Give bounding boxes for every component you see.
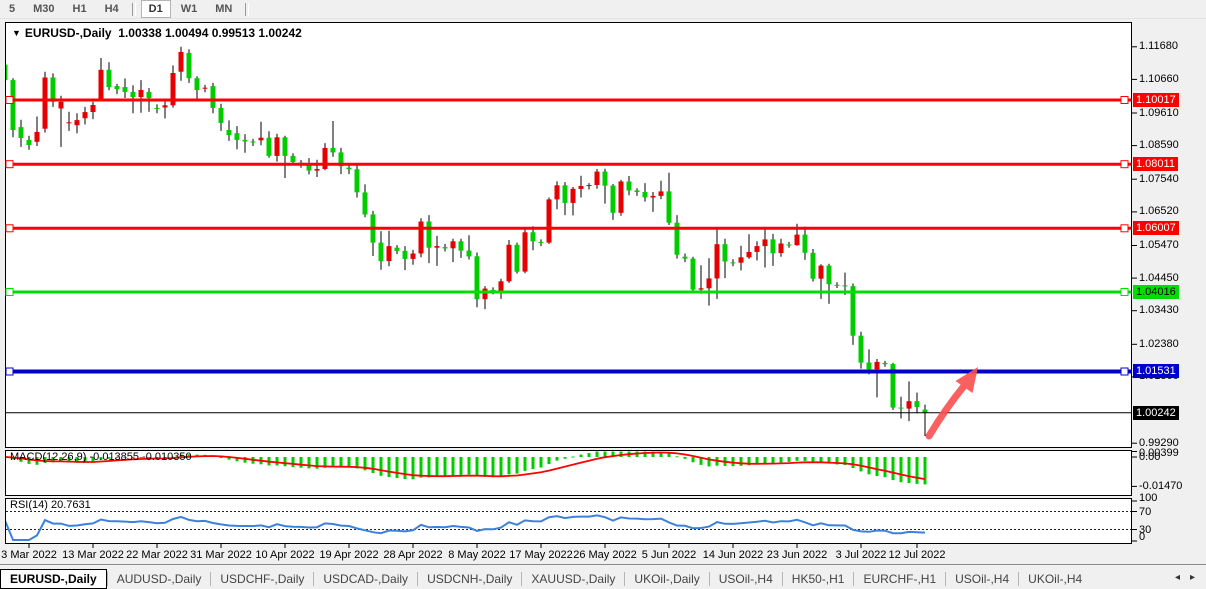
- tab-separator: [313, 572, 315, 586]
- tab-audusd-daily[interactable]: AUDUSD-,Daily: [116, 572, 202, 586]
- timeframe-button-H1[interactable]: H1: [72, 3, 87, 15]
- date-axis-label: 28 Apr 2022: [383, 549, 443, 561]
- tab-usdchf-daily[interactable]: USDCHF-,Daily: [220, 572, 305, 586]
- date-axis-label: 13 Mar 2022: [62, 549, 124, 561]
- price-tag-1.04016: 1.04016: [1133, 284, 1179, 299]
- macd-histogram: [6, 451, 927, 485]
- price-axis-label: 1.09610: [1139, 106, 1179, 119]
- symbol-dropdown-icon[interactable]: ▼: [12, 28, 21, 38]
- tab-separator: [781, 572, 783, 586]
- price-tag-1.06007: 1.06007: [1133, 221, 1179, 236]
- date-axis-label: 31 Mar 2022: [190, 549, 252, 561]
- price-axis-label: 1.08590: [1139, 139, 1179, 152]
- date-axis-label: 17 May 2022: [509, 549, 573, 561]
- price-tag-1.01531: 1.01531: [1133, 364, 1179, 379]
- candlestick-series: [6, 46, 928, 436]
- timeframe-button-M30[interactable]: M30: [33, 3, 55, 15]
- macd-label: MACD(12,26,9) -0.013855 -0.010350: [10, 451, 192, 463]
- tab-usdcad-daily[interactable]: USDCAD-,Daily: [323, 572, 409, 586]
- rsi-pane-content: [6, 511, 1131, 541]
- toolbar-separator: [245, 2, 250, 16]
- rsi-label: RSI(14) 20.7631: [10, 499, 91, 511]
- date-axis-label: 3 Jul 2022: [835, 549, 887, 561]
- date-axis-label: 23 Jun 2022: [766, 549, 828, 561]
- chart-symbol-label: EURUSD-,Daily: [24, 26, 112, 40]
- tab-separator: [417, 572, 419, 586]
- date-axis-label: 22 Mar 2022: [126, 549, 188, 561]
- tab-scroll-left-icon[interactable]: ◂: [1174, 572, 1180, 583]
- tab-separator: [1018, 572, 1020, 586]
- price-axis-label: 1.02380: [1139, 337, 1179, 350]
- date-axis-label: 12 Jul 2022: [888, 549, 946, 561]
- timeframe-button-D1[interactable]: D1: [140, 0, 171, 18]
- timeframe-button-H4[interactable]: H4: [104, 3, 119, 15]
- rsi-axis-label: 30: [1139, 523, 1152, 536]
- macd-axis-label: 0.00: [1139, 450, 1161, 463]
- macd-axis-label: 0.00399: [1139, 447, 1179, 459]
- rsi-axis-label: 70: [1139, 505, 1152, 518]
- tab-scroll-buttons: ◂ ▸: [1170, 565, 1206, 589]
- tab-separator: [210, 572, 212, 586]
- tab-separator: [624, 572, 626, 586]
- rsi-line: [6, 514, 926, 541]
- price-tag-1.10017: 1.10017: [1133, 93, 1179, 107]
- tab-hk50-h1[interactable]: HK50-,H1: [791, 572, 845, 586]
- macd-signal-line: [6, 451, 926, 480]
- timeframe-button-W1[interactable]: W1: [180, 3, 198, 15]
- tab-usoil-h4[interactable]: USOil-,H4: [955, 572, 1010, 586]
- date-axis-label: 14 Jun 2022: [702, 549, 764, 561]
- price-axis-label: 1.10660: [1139, 72, 1179, 85]
- chart-tab-bar: EURUSD-,Daily AUDUSD-,Daily USDCHF-,Daily U…: [0, 564, 1206, 589]
- date-axis-label: 10 Apr 2022: [255, 549, 315, 561]
- price-axis-label: 1.11680: [1139, 40, 1178, 53]
- tab-separator: [945, 572, 947, 586]
- horizontal-lines[interactable]: [5, 96, 1131, 414]
- macd-axis-label: -0.01470: [1139, 479, 1183, 492]
- date-axis-label: 19 Apr 2022: [319, 549, 379, 561]
- tab-separator: [521, 572, 523, 586]
- price-tag-1.00242: 1.00242: [1133, 405, 1179, 420]
- chart-title: ▼ EURUSD-,Daily 1.00338 1.00494 0.99513 1…: [12, 26, 302, 40]
- date-axis-label: 8 May 2022: [448, 549, 506, 561]
- timeframe-button-MN[interactable]: MN: [215, 3, 233, 15]
- date-axis-label: 5 Jun 2022: [641, 549, 697, 561]
- tab-ukoil-h4[interactable]: UKOil-,H4: [1028, 572, 1083, 586]
- price-axis-label: 1.07540: [1139, 172, 1179, 185]
- date-axis-label: 3 Mar 2022: [1, 549, 57, 561]
- pane-frames: [5, 22, 1132, 544]
- price-tag-1.08011: 1.08011: [1133, 157, 1178, 172]
- tab-ukoil-daily[interactable]: UKOil-,Daily: [634, 572, 700, 586]
- rsi-axis-label: 0: [1139, 531, 1146, 543]
- timeframe-toolbar: 5 M30 H1 H4 D1 W1 MN: [0, 0, 1206, 19]
- tab-separator: [106, 572, 108, 586]
- trend-arrow-annotation[interactable]: [925, 367, 978, 440]
- tab-scroll-right-icon[interactable]: ▸: [1189, 572, 1195, 583]
- timeframe-button-5[interactable]: 5: [9, 3, 16, 15]
- tab-separator: [708, 572, 710, 586]
- tab-usdcnh-daily[interactable]: USDCNH-,Daily: [427, 572, 513, 586]
- chart-ohlc-values: 1.00338 1.00494 0.99513 1.00242: [118, 26, 302, 40]
- tab-eurusd-daily[interactable]: EURUSD-,Daily: [0, 569, 107, 589]
- tab-usoil-h4[interactable]: USOil-,H4: [718, 572, 773, 586]
- price-axis-label: 1.04450: [1139, 271, 1179, 284]
- date-axis-label: 26 May 2022: [573, 549, 637, 561]
- rsi-axis-label: 100: [1139, 492, 1158, 504]
- tab-xauusd-daily[interactable]: XAUUSD-,Daily: [531, 572, 616, 586]
- price-axis-label: 0.99290: [1139, 436, 1179, 449]
- price-axis-label: 1.06520: [1139, 205, 1179, 218]
- toolbar-separator: [131, 2, 136, 16]
- tab-eurchf-h1[interactable]: EURCHF-,H1: [863, 572, 937, 586]
- price-axis-label: 1.05470: [1139, 238, 1179, 251]
- tab-separator: [853, 572, 855, 586]
- price-axis-label: 1.03430: [1139, 304, 1179, 317]
